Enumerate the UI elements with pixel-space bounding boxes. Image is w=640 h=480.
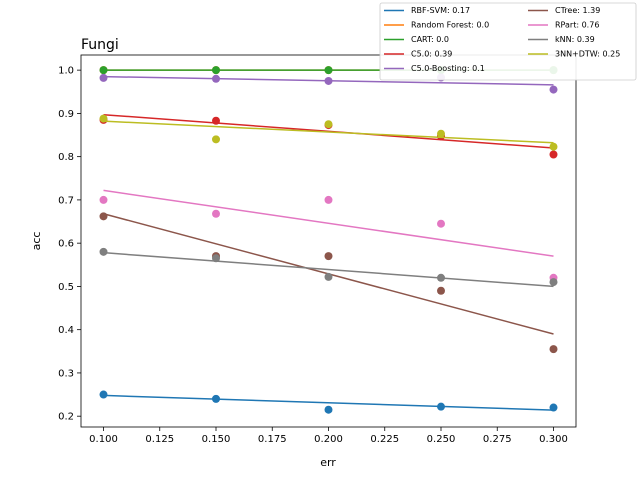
legend-item-8: 3NN+DTW: 0.25: [528, 50, 620, 59]
point-3-1: [212, 116, 220, 125]
x-axis-label: err: [320, 456, 336, 469]
point-0-3: [437, 402, 445, 411]
series-5: [99, 212, 558, 354]
chart-title: Fungi: [81, 37, 119, 53]
point-6-1: [212, 209, 220, 218]
x-tick-label-5: 0.225: [370, 434, 399, 445]
x-tick-label-2: 0.150: [202, 434, 231, 445]
x-tick-label-6: 0.250: [427, 434, 456, 445]
point-2-2: [324, 66, 333, 75]
legend-item-0: RBF-SVM: 0.17: [384, 6, 470, 15]
legend-item-7: kNN: 0.39: [528, 35, 595, 44]
point-8-2: [324, 120, 333, 129]
fit-line-7: [103, 251, 554, 288]
point-7-1: [212, 254, 220, 263]
point-8-3: [437, 129, 445, 138]
legend-item-2: CART: 0.0: [384, 35, 449, 44]
x-tick-label-3: 0.175: [258, 434, 287, 445]
point-4-2: [324, 76, 333, 85]
plot-frame: [80, 54, 577, 428]
point-0-2: [324, 405, 333, 414]
point-7-0: [99, 247, 108, 256]
point-8-4: [549, 142, 558, 151]
point-5-4: [549, 345, 558, 354]
y-tick-label-5: 0.7: [58, 195, 74, 206]
legend-label-1: Random Forest: 0.0: [411, 21, 489, 30]
y-tick-label-1: 0.3: [58, 368, 74, 379]
x-tick-label-1: 0.125: [145, 434, 174, 445]
y-tick-label-3: 0.5: [58, 282, 74, 293]
point-8-0: [99, 114, 108, 123]
series-6: [99, 189, 558, 282]
y-axis: 0.2 0.3 0.4 0.5 0.6 0.7 0.8 0.9 1.0: [58, 66, 81, 423]
point-5-0: [99, 212, 108, 221]
legend-item-1: Random Forest: 0.0: [384, 21, 489, 30]
legend-item-3: C5.0: 0.39: [384, 50, 452, 59]
point-7-4: [549, 278, 558, 287]
legend: RBF-SVM: 0.17 Random Forest: 0.0 CART: 0.0…: [379, 2, 637, 81]
legend-item-4: C5.0-Boosting: 0.1: [384, 64, 485, 73]
x-tick-label-4: 0.200: [314, 434, 343, 445]
point-4-1: [212, 74, 220, 83]
legend-label-6: RPart: 0.76: [555, 21, 599, 30]
x-tick-label-0: 0.100: [89, 434, 118, 445]
legend-label-2: CART: 0.0: [411, 35, 449, 44]
legend-item-6: RPart: 0.76: [528, 21, 599, 30]
legend-box: [379, 2, 637, 81]
fit-line-0: [103, 394, 554, 411]
point-5-3: [437, 286, 445, 295]
point-0-1: [212, 394, 220, 403]
y-tick-label-4: 0.6: [58, 239, 74, 250]
y-tick-label-6: 0.8: [58, 152, 74, 163]
point-2-0: [99, 66, 108, 75]
x-tick-label-7: 0.275: [483, 434, 512, 445]
point-3-4: [549, 150, 558, 159]
point-6-3: [437, 219, 445, 228]
y-tick-label-7: 0.9: [58, 109, 74, 120]
series-0: [99, 390, 558, 414]
y-tick-label-2: 0.4: [58, 325, 74, 336]
series-8: [99, 114, 558, 151]
point-6-2: [324, 195, 333, 204]
point-0-4: [549, 403, 558, 412]
legend-label-4: C5.0-Boosting: 0.1: [411, 64, 485, 73]
point-2-1: [212, 66, 220, 75]
y-tick-label-8: 1.0: [58, 66, 74, 77]
x-axis: 0.100 0.125 0.150 0.175 0.200 0.225 0.250 0.275…: [89, 427, 568, 445]
series-7: [99, 247, 558, 288]
legend-label-8: 3NN+DTW: 0.25: [555, 50, 620, 59]
y-axis-label: acc: [30, 232, 43, 251]
legend-label-7: kNN: 0.39: [555, 35, 595, 44]
x-tick-label-8: 0.300: [539, 434, 568, 445]
point-0-0: [99, 390, 108, 399]
point-7-2: [324, 272, 333, 281]
legend-label-5: CTree: 1.39: [555, 6, 600, 15]
plot-area: [80, 54, 577, 428]
point-8-1: [212, 135, 220, 144]
point-4-4: [549, 85, 558, 94]
legend-label-3: C5.0: 0.39: [411, 50, 452, 59]
point-6-0: [99, 195, 108, 204]
legend-label-0: RBF-SVM: 0.17: [411, 6, 470, 15]
point-5-2: [324, 252, 333, 261]
fit-line-8: [103, 120, 554, 144]
point-7-3: [437, 273, 445, 282]
legend-item-5: CTree: 1.39: [528, 6, 600, 15]
point-4-0: [99, 73, 108, 82]
y-tick-label-0: 0.2: [58, 412, 74, 423]
fit-line-6: [103, 189, 554, 257]
